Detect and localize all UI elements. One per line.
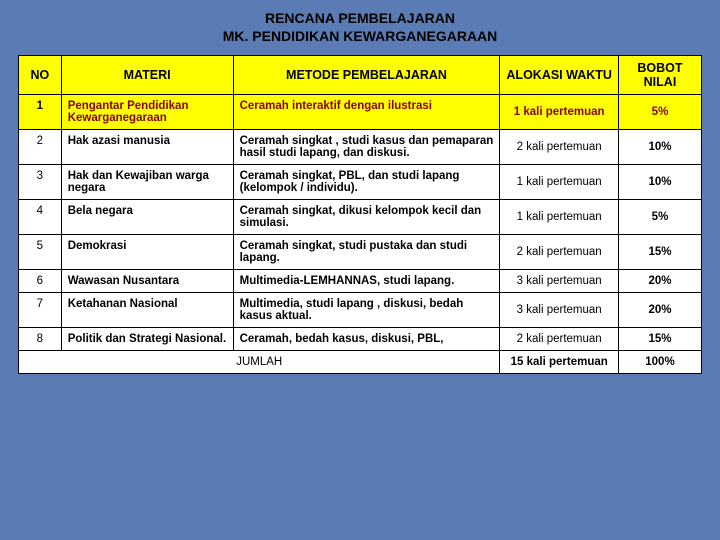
cell-metode: Ceramah singkat, studi pustaka dan studi… — [233, 235, 500, 270]
cell-materi: Hak dan Kewajiban warga negara — [61, 165, 233, 200]
table-row: 4Bela negaraCeramah singkat, dikusi kelo… — [19, 200, 702, 235]
cell-no: 7 — [19, 293, 62, 328]
th-bobot: BOBOT NILAI — [618, 56, 701, 95]
cell-materi: Wawasan Nusantara — [61, 270, 233, 293]
cell-no: 6 — [19, 270, 62, 293]
cell-alokasi: 3 kali pertemuan — [500, 270, 619, 293]
table-row: 5DemokrasiCeramah singkat, studi pustaka… — [19, 235, 702, 270]
cell-no: 5 — [19, 235, 62, 270]
footer-label: JUMLAH — [19, 351, 500, 374]
lesson-plan-page: RENCANA PEMBELAJARAN MK. PENDIDIKAN KEWA… — [0, 0, 720, 540]
cell-alokasi: 2 kali pertemuan — [500, 130, 619, 165]
footer-bobot: 100% — [618, 351, 701, 374]
cell-bobot: 15% — [618, 328, 701, 351]
cell-bobot: 20% — [618, 293, 701, 328]
cell-no: 4 — [19, 200, 62, 235]
cell-materi: Bela negara — [61, 200, 233, 235]
cell-alokasi: 3 kali pertemuan — [500, 293, 619, 328]
table-row: 7Ketahanan NasionalMultimedia, studi lap… — [19, 293, 702, 328]
footer-alokasi: 15 kali pertemuan — [500, 351, 619, 374]
cell-alokasi: 2 kali pertemuan — [500, 328, 619, 351]
cell-metode: Ceramah interaktif dengan ilustrasi — [233, 95, 500, 130]
cell-no: 8 — [19, 328, 62, 351]
table-row: 6Wawasan NusantaraMultimedia-LEMHANNAS, … — [19, 270, 702, 293]
cell-alokasi: 1 kali pertemuan — [500, 95, 619, 130]
cell-bobot: 20% — [618, 270, 701, 293]
cell-no: 1 — [19, 95, 62, 130]
cell-no: 2 — [19, 130, 62, 165]
cell-metode: Ceramah singkat , studi kasus dan pemapa… — [233, 130, 500, 165]
cell-metode: Ceramah singkat, dikusi kelompok kecil d… — [233, 200, 500, 235]
cell-no: 3 — [19, 165, 62, 200]
table-row: 3Hak dan Kewajiban warga negaraCeramah s… — [19, 165, 702, 200]
page-title: RENCANA PEMBELAJARAN MK. PENDIDIKAN KEWA… — [18, 10, 702, 45]
lesson-plan-table: NO MATERI METODE PEMBELAJARAN ALOKASI WA… — [18, 55, 702, 374]
th-no: NO — [19, 56, 62, 95]
table-header-row: NO MATERI METODE PEMBELAJARAN ALOKASI WA… — [19, 56, 702, 95]
title-line2: MK. PENDIDIKAN KEWARGANEGARAAN — [18, 28, 702, 46]
cell-bobot: 10% — [618, 165, 701, 200]
cell-bobot: 5% — [618, 95, 701, 130]
cell-materi: Pengantar Pendidikan Kewarganegaraan — [61, 95, 233, 130]
cell-bobot: 10% — [618, 130, 701, 165]
cell-materi: Politik dan Strategi Nasional. — [61, 328, 233, 351]
cell-alokasi: 1 kali pertemuan — [500, 200, 619, 235]
th-metode: METODE PEMBELAJARAN — [233, 56, 500, 95]
cell-metode: Ceramah, bedah kasus, diskusi, PBL, — [233, 328, 500, 351]
table-row: 1Pengantar Pendidikan KewarganegaraanCer… — [19, 95, 702, 130]
title-line1: RENCANA PEMBELAJARAN — [18, 10, 702, 28]
cell-materi: Hak azasi manusia — [61, 130, 233, 165]
table-row: 2Hak azasi manusiaCeramah singkat , stud… — [19, 130, 702, 165]
cell-bobot: 15% — [618, 235, 701, 270]
cell-bobot: 5% — [618, 200, 701, 235]
cell-metode: Ceramah singkat, PBL, dan studi lapang (… — [233, 165, 500, 200]
cell-metode: Multimedia-LEMHANNAS, studi lapang. — [233, 270, 500, 293]
table-row: 8Politik dan Strategi Nasional.Ceramah, … — [19, 328, 702, 351]
cell-alokasi: 2 kali pertemuan — [500, 235, 619, 270]
th-materi: MATERI — [61, 56, 233, 95]
table-body: 1Pengantar Pendidikan KewarganegaraanCer… — [19, 95, 702, 351]
table-footer-row: JUMLAH 15 kali pertemuan 100% — [19, 351, 702, 374]
cell-alokasi: 1 kali pertemuan — [500, 165, 619, 200]
cell-metode: Multimedia, studi lapang , diskusi, beda… — [233, 293, 500, 328]
cell-materi: Ketahanan Nasional — [61, 293, 233, 328]
cell-materi: Demokrasi — [61, 235, 233, 270]
th-alokasi: ALOKASI WAKTU — [500, 56, 619, 95]
